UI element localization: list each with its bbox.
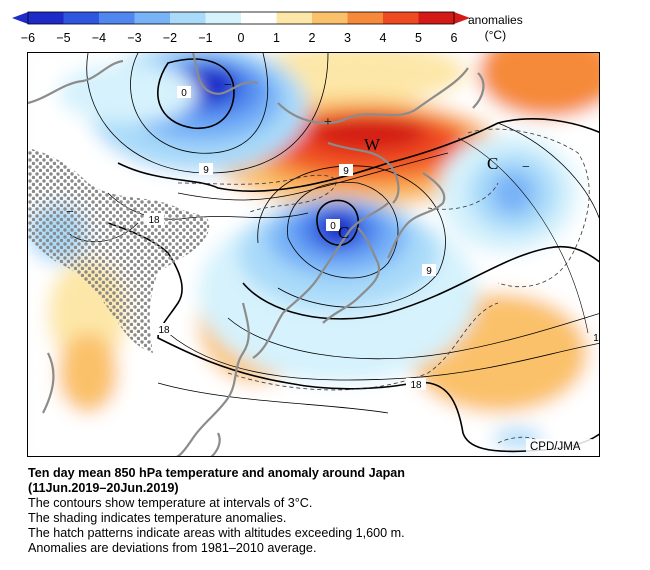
colorbar-units: anomalies (°C) <box>468 13 523 43</box>
colorbar-units-line2: (°C) <box>484 28 507 42</box>
colorbar-cell <box>383 12 419 24</box>
colorbar-cell <box>276 12 313 24</box>
colorbar-left-arrow <box>12 12 28 24</box>
colorbar-tick-label: 2 <box>309 31 316 45</box>
cold-center-letter: C <box>338 223 349 242</box>
high-altitude-hatch <box>28 148 210 353</box>
colorbar-tick-label: 5 <box>415 31 422 45</box>
contour-label: 18 <box>158 325 170 336</box>
colorbar-cell <box>28 12 64 24</box>
colorbar-tick-label: −2 <box>163 31 177 45</box>
colorbar-right-arrow <box>454 12 470 24</box>
contour-label: 9 <box>203 165 209 176</box>
colorbar-cell <box>418 12 455 24</box>
colorbar-tick-label: −6 <box>21 31 35 45</box>
map-credit: CPD/JMA <box>530 441 581 453</box>
colorbar-cell <box>170 12 206 24</box>
colorbar-tick-label: −5 <box>56 31 70 45</box>
caption-title-line2: (11Jun.2019–20Jun.2019) <box>28 481 179 495</box>
colorbar-units-line1: anomalies <box>468 13 523 27</box>
caption-line1: The contours show temperature at interva… <box>28 496 313 510</box>
contour-label: 18 <box>148 215 160 226</box>
contour-label: 9 <box>426 266 432 277</box>
colorbar-tick-label: 4 <box>380 31 387 45</box>
colorbar-cell <box>99 12 135 24</box>
colorbar-tick-label: 0 <box>238 31 245 45</box>
caption-line2: The shading indicates temperature anomal… <box>28 511 287 525</box>
contour-label: 0 <box>330 221 336 232</box>
contour-label: 18 <box>410 380 422 391</box>
contour-labels: 0 9 9 18 0 9 18 18 1 <box>144 86 599 391</box>
colorbar-cell <box>312 12 348 24</box>
colorbar-tick-label: −4 <box>92 31 106 45</box>
contour-label: 9 <box>343 166 349 177</box>
caption-line4: Anomalies are deviations from 1981–2010 … <box>28 541 317 555</box>
colorbar-tick-label: 1 <box>273 31 280 45</box>
colorbar-tick-label: 3 <box>344 31 351 45</box>
minus-marker: − <box>66 205 74 220</box>
minus-marker: − <box>522 160 530 175</box>
minus-marker: − <box>224 78 232 93</box>
colorbar-tick-label: −3 <box>127 31 141 45</box>
colorbar-tick-label: 6 <box>451 31 458 45</box>
anomaly-colorbar: −6 −5 −4 −3 −2 −1 0 1 2 3 4 5 6 <box>12 11 470 45</box>
contour-label: 1 <box>593 333 599 344</box>
cold-center-letter: C <box>487 154 498 173</box>
zero-anomaly-dashed-lines <box>177 128 590 452</box>
colorbar-tick-labels: −6 −5 −4 −3 −2 −1 0 1 2 3 4 5 6 <box>21 31 458 45</box>
plus-marker: + <box>324 115 332 130</box>
coastlines <box>28 53 485 456</box>
colorbar-tick-label: −1 <box>198 31 212 45</box>
warm-center-letter: W <box>364 135 381 154</box>
colorbar-cell <box>134 12 171 24</box>
colorbar-cell <box>241 12 277 24</box>
caption-line3: The hatch patterns indicate areas with a… <box>28 526 405 540</box>
colorbar-cells <box>28 12 455 24</box>
anomaly-map: 0 9 9 18 0 9 18 18 1 W C C + − − − CPD/J… <box>27 52 600 457</box>
contour-label: 0 <box>181 88 187 99</box>
colorbar-cell <box>205 12 242 24</box>
center-markers: W C C + − − − <box>66 78 530 242</box>
figure-caption: Ten day mean 850 hPa temperature and ano… <box>28 466 628 556</box>
colorbar-cell <box>347 12 384 24</box>
colorbar-cell <box>63 12 100 24</box>
caption-title-line1: Ten day mean 850 hPa temperature and ano… <box>28 466 406 480</box>
